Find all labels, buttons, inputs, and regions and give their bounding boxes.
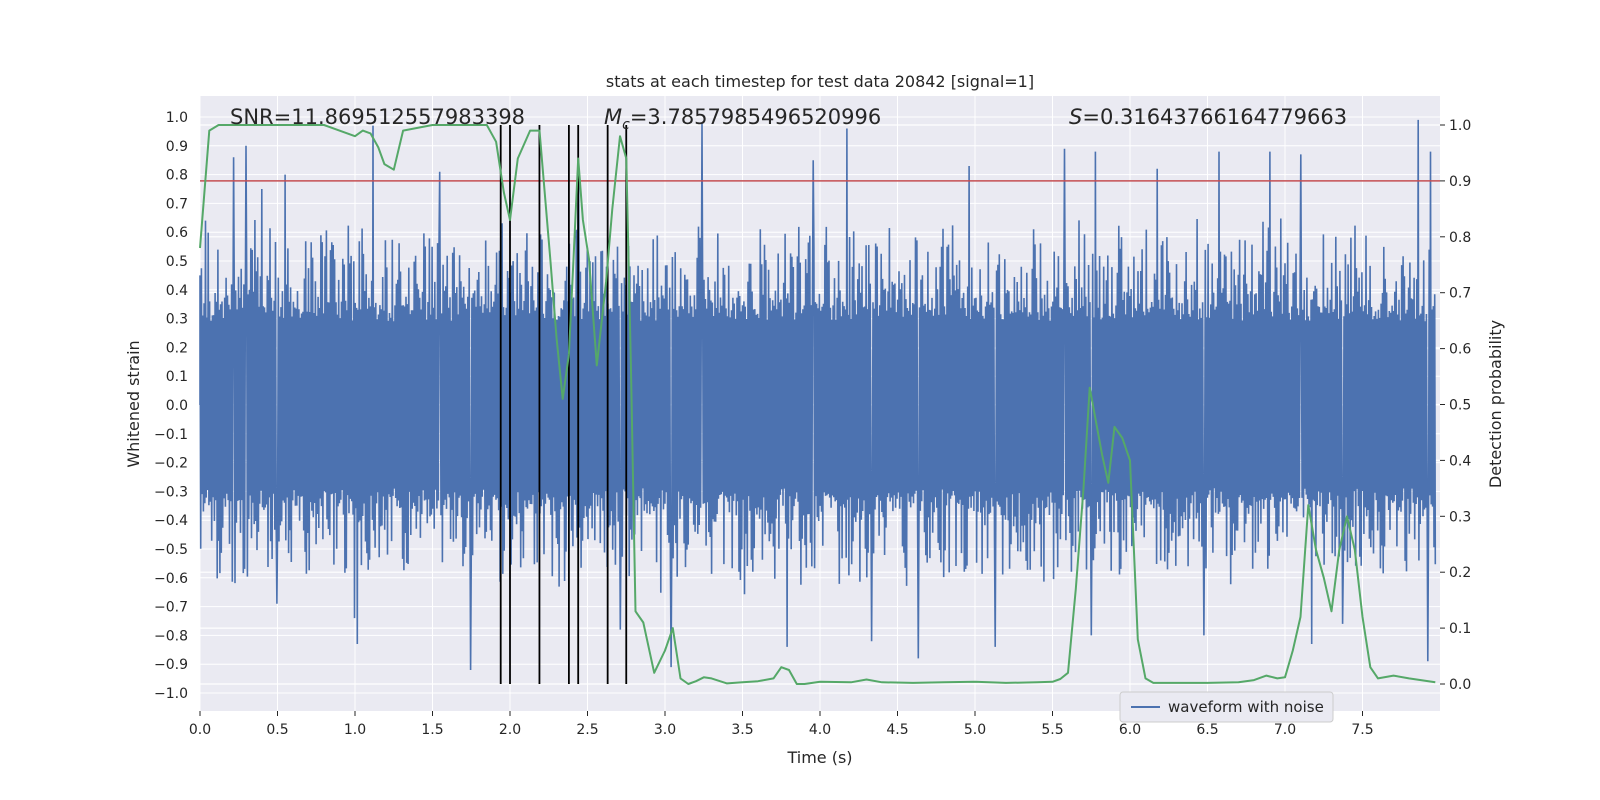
x-tick-label: 2.0 (499, 722, 521, 738)
chirp-mass-value: =3.7857985496520996 (630, 105, 881, 129)
chart-title: stats at each timestep for test data 208… (606, 72, 1034, 91)
y-tick-label: −0.9 (154, 657, 188, 673)
y-tick-label: 0.3 (166, 312, 188, 328)
y-tick-label: −0.2 (154, 456, 188, 472)
y-tick-label: 0.2 (166, 340, 188, 356)
y-tick-label: 1.0 (166, 110, 188, 126)
y-tick-label: 0.4 (166, 283, 188, 299)
y2-tick-label: 0.3 (1449, 509, 1471, 525)
y2-ticks: 1.0 0.9 0.8 0.7 0.6 0.5 0.4 0.3 0.2 0.1 0.0 (1440, 118, 1471, 693)
y2-tick-label: 0.8 (1449, 230, 1471, 246)
x-tick-label: 7.0 (1274, 722, 1296, 738)
waveform-layer (199, 119, 1437, 671)
legend-entry: waveform with noise (1168, 698, 1324, 716)
y2-tick-label: 0.9 (1449, 174, 1471, 190)
x-tick-label: 6.0 (1119, 722, 1141, 738)
waveform-series (199, 119, 1437, 671)
spin-value: =0.31643766164779663 (1082, 105, 1347, 129)
x-ticks: 0.0 0.5 1.0 1.5 2.0 2.5 3.0 3.5 4.0 4.5 5.0 5.5 6.0 6… (189, 711, 1374, 738)
x-axis-label: Time (s) (786, 748, 852, 767)
x-tick-label: 0.0 (189, 722, 211, 738)
y-tick-label: −0.7 (154, 600, 188, 616)
y-tick-label: 0.0 (166, 398, 188, 414)
x-tick-label: 5.5 (1041, 722, 1063, 738)
y2-tick-label: 0.4 (1449, 453, 1471, 469)
x-tick-label: 0.5 (266, 722, 288, 738)
x-tick-label: 1.0 (344, 722, 366, 738)
y2-tick-label: 0.7 (1449, 286, 1471, 302)
y2-tick-label: 0.6 (1449, 342, 1471, 358)
y-tick-label: −0.8 (154, 628, 188, 644)
snr-annotation: SNR=11.869512557983398 (230, 105, 525, 129)
probability-layer (199, 124, 1440, 685)
y2-tick-label: 1.0 (1449, 118, 1471, 134)
legend-box (1119, 691, 1334, 723)
x-tick-label: 5.0 (964, 722, 986, 738)
y-tick-label: 0.8 (166, 168, 188, 184)
y-tick-label: −0.6 (154, 571, 188, 587)
x-tick-label: 1.5 (421, 722, 443, 738)
y-tick-label: 0.1 (166, 369, 188, 385)
y2-tick-label: 0.0 (1449, 677, 1471, 693)
probability-series (199, 124, 1436, 685)
chirp-mass-annotation: Mc=3.7857985496520996 (604, 105, 881, 133)
x-tick-label: 4.5 (886, 722, 908, 738)
y-tick-label: −0.1 (154, 427, 188, 443)
y2-tick-label: 0.2 (1449, 565, 1471, 581)
y-tick-label: 0.6 (166, 225, 188, 241)
y-tick-label: 0.7 (166, 196, 188, 212)
y-tick-label: −0.5 (154, 542, 188, 558)
y2-tick-label: 0.1 (1449, 621, 1471, 637)
x-tick-label: 2.5 (576, 722, 598, 738)
x-tick-label: 3.0 (654, 722, 676, 738)
legend: waveform with noise (1119, 691, 1334, 723)
y-tick-label: −1.0 (154, 686, 188, 702)
y-tick-label: 0.5 (166, 254, 188, 270)
y-ticks: 1.0 0.9 0.8 0.7 0.6 0.5 0.4 0.3 0.2 0.1 0.0 −0.1 −0.… (154, 110, 188, 702)
y-tick-label: −0.3 (154, 484, 188, 500)
y-tick-label: 0.9 (166, 139, 188, 155)
spin-annotation: S=0.31643766164779663 (1069, 105, 1347, 129)
y-tick-label: −0.4 (154, 513, 188, 529)
x-tick-label: 3.5 (731, 722, 753, 738)
x-tick-label: 7.5 (1351, 722, 1373, 738)
x-tick-label: 4.0 (809, 722, 831, 738)
y2-axis-label: Detection probability (1486, 320, 1505, 488)
y2-tick-label: 0.5 (1449, 398, 1471, 414)
x-tick-label: 6.5 (1196, 722, 1218, 738)
y-axis-label: Whitened strain (124, 340, 143, 467)
